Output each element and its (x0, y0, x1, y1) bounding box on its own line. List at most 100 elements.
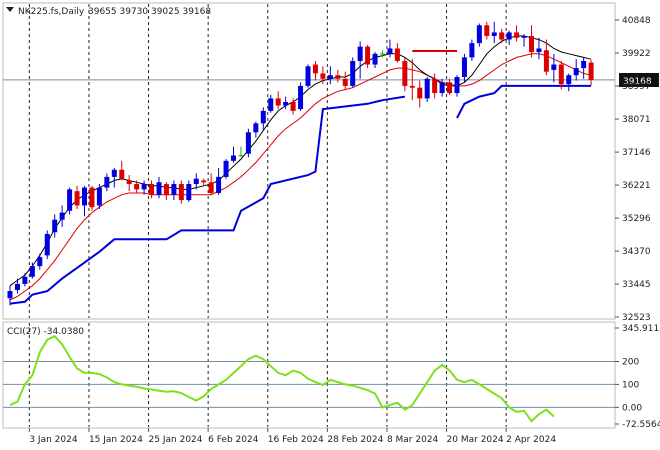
candle-body (126, 180, 132, 185)
cci-panel (3, 334, 615, 423)
candle-body (14, 283, 20, 290)
candle-body (454, 77, 460, 94)
price-tick-label: 38071 (622, 115, 651, 125)
cci-line (9, 334, 555, 423)
ohlc-readout: 39655 39730 39025 39168 (88, 7, 211, 17)
time-tick-label: 20 Mar 2024 (447, 435, 504, 445)
time-tick-label: 8 Mar 2024 (387, 435, 439, 445)
candle-body (283, 101, 289, 106)
current-price-tag (619, 73, 659, 87)
candle-body (298, 85, 304, 110)
candle-body (216, 176, 222, 193)
candle-body (439, 82, 445, 94)
time-tick-label: 15 Jan 2024 (89, 435, 143, 445)
candle-body (320, 73, 326, 79)
price-tick-label: 34370 (622, 247, 651, 257)
time-axis: 3 Jan 2024 15 Jan 2024 25 Jan 2024 6 Feb 20… (28, 428, 556, 445)
candle-body (238, 155, 244, 157)
candle-body (268, 98, 274, 111)
candle-body (521, 35, 527, 38)
cci-axis: 345.9116 200 100 0.00 -72.5564 (615, 324, 660, 430)
candle-body (484, 25, 490, 36)
candle-body (409, 85, 415, 88)
candle-body (156, 182, 162, 195)
candle-body (96, 187, 102, 206)
candle-body (29, 266, 35, 277)
candle-body (581, 60, 587, 69)
candle-body (208, 182, 214, 193)
main-panel (3, 21, 615, 306)
candle-body (186, 184, 192, 201)
candle-body (372, 53, 378, 65)
symbol-label: NK225.fs,Daily (18, 7, 85, 17)
period-separators (28, 4, 507, 427)
dropdown-icon[interactable] (6, 7, 14, 12)
candle-body (447, 82, 453, 94)
candle-body (7, 291, 13, 299)
candle-body (387, 48, 393, 54)
price-tick-label: 35296 (622, 214, 651, 224)
candle-body (551, 64, 557, 70)
trailing-stop-line (456, 84, 592, 119)
time-tick-label: 16 Feb 2024 (268, 435, 324, 445)
candle-body (357, 46, 363, 61)
time-tick-label: 28 Feb 2024 (327, 435, 383, 445)
candle-body (506, 32, 512, 40)
candle-body (119, 169, 125, 179)
candle-body (260, 110, 266, 124)
cci-tick-label: 200 (622, 357, 639, 367)
candle-body (350, 60, 356, 86)
candle-body (134, 184, 140, 190)
candle-body (365, 46, 371, 65)
candle-body (163, 184, 169, 195)
time-tick-label: 25 Jan 2024 (149, 435, 203, 445)
candle-body (573, 68, 579, 76)
candle-body (290, 101, 296, 111)
cci-tick-label: 0.00 (622, 403, 642, 413)
candle-body (312, 64, 318, 74)
time-tick-label: 2 Apr 2024 (506, 435, 556, 445)
price-tick-label: 36221 (622, 181, 651, 191)
candle-body (44, 233, 50, 256)
time-tick-label: 6 Feb 2024 (208, 435, 259, 445)
price-axis: 40848 39922 38997 38071 37146 36221 35296 34370… (615, 16, 651, 323)
candle-body (201, 180, 207, 183)
candle-body (245, 132, 251, 154)
cci-tick-label: 100 (622, 380, 639, 390)
candle-body (461, 57, 467, 78)
cci-tick-label: -72.5564 (622, 420, 660, 430)
candle-body (275, 98, 281, 106)
time-tick-label: 3 Jan 2024 (29, 435, 77, 445)
candle-body (178, 184, 184, 201)
candle-body (588, 62, 594, 80)
candle-body (231, 155, 236, 161)
current-price-text: 39168 (623, 77, 652, 87)
candle-body (82, 187, 87, 206)
candle-body (491, 32, 497, 36)
candle-body (529, 35, 534, 53)
candle-body (476, 25, 482, 44)
price-tick-label: 39922 (622, 49, 651, 59)
candle-body (469, 43, 475, 58)
price-tick-label: 40848 (622, 16, 651, 26)
cci-tick-label: 345.9116 (622, 324, 660, 334)
candle-body (149, 184, 155, 195)
candle-body (514, 32, 520, 38)
candle-body (89, 187, 95, 208)
candle-body (67, 189, 73, 211)
price-tick-label: 33445 (622, 280, 651, 290)
slow-ma-line (9, 53, 592, 301)
candle-body (380, 53, 385, 55)
candle-body (536, 48, 542, 53)
candle-body (558, 64, 564, 85)
cci-panel-frame (2, 321, 616, 429)
candle-body (171, 184, 177, 195)
candle-body (141, 184, 147, 190)
candle-body (424, 78, 430, 99)
candle-body (305, 66, 311, 86)
candle-body (335, 75, 341, 79)
candle-body (52, 219, 58, 233)
candle-body (104, 176, 110, 188)
